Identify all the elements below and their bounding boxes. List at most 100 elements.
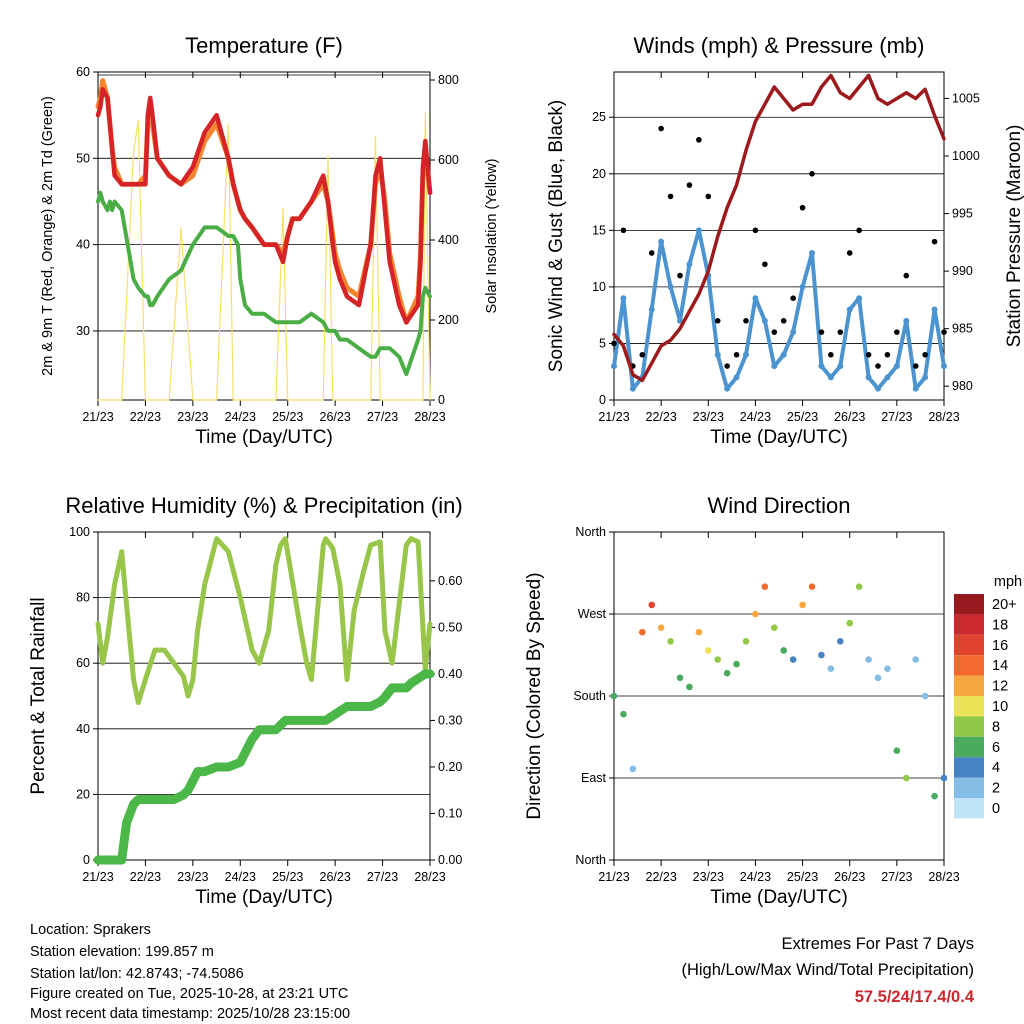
relative-humidity-line: [95, 536, 433, 706]
extremes-title: Extremes For Past 7 Days: [781, 935, 974, 953]
dir-ytick-label: South: [573, 689, 606, 703]
gust-point: [696, 137, 702, 143]
gust-point: [724, 363, 730, 369]
speed-legend-label: 10: [992, 699, 1008, 715]
gust-point: [667, 193, 674, 200]
direction-point: [855, 583, 863, 590]
direction-point: [686, 683, 693, 691]
dir-ytick-label: North: [575, 853, 606, 867]
speed-legend-swatch: [954, 614, 984, 635]
direction-point: [620, 710, 627, 718]
gust-point: [837, 329, 844, 335]
sonic-wind-point: [761, 317, 768, 324]
speed-legend-label: 20+: [992, 597, 1017, 613]
speed-legend-label: 8: [992, 719, 1000, 735]
rh-ytick-label: 60: [76, 656, 90, 670]
gust-point: [875, 363, 881, 369]
rh-ylabel: Percent & Total Rainfall: [28, 597, 49, 794]
wind-y2label: Station Pressure (Maroon): [1004, 125, 1024, 348]
temp-title: Temperature (F): [185, 33, 343, 58]
sonic-wind-point: [846, 306, 853, 313]
sonic-wind-point: [922, 374, 929, 381]
direction-point: [884, 665, 891, 672]
gust-point: [686, 182, 693, 188]
gust-point: [818, 329, 825, 335]
dir-xtick-label: 28/23: [928, 870, 959, 884]
direction-point: [704, 647, 712, 654]
wind-ytick-label: 20: [592, 167, 606, 181]
gust-point: [611, 340, 617, 347]
wind-ytick-label: 15: [592, 223, 606, 237]
speed-legend-swatch: [954, 696, 984, 717]
wind-frame: [613, 71, 945, 401]
speed-legend-swatch: [954, 675, 984, 696]
direction-point: [874, 674, 882, 682]
dir-title: Wind Direction: [707, 493, 850, 518]
station-latlon: Station lat/lon: 42.8743; -74.5086: [30, 966, 244, 982]
sonic-wind-point: [780, 351, 787, 358]
speed-legend-title: mph: [994, 574, 1022, 590]
speed-legend-swatch: [954, 716, 984, 737]
gust-point: [639, 351, 646, 358]
sonic-wind-point: [837, 363, 844, 370]
station-elevation: Station elevation: 199.857 m: [30, 944, 214, 960]
rh-xtick-label: 26/23: [320, 870, 351, 884]
gust-point: [799, 204, 806, 211]
temp-y2tick-label: 600: [438, 153, 459, 167]
speed-legend-swatch: [954, 655, 984, 676]
temp-ytick-label: 40: [76, 238, 90, 252]
wind-xtick-label: 28/23: [928, 410, 959, 424]
gust-point: [894, 329, 900, 335]
sonic-wind-point: [648, 306, 655, 313]
gust-point: [912, 363, 919, 369]
solar-insolation-line: [97, 111, 431, 401]
rh-xlabel: Time (Day/UTC): [195, 887, 333, 908]
dir-panel: North East South West North 21/23 22/23 23/23 24…: [573, 493, 959, 908]
direction-point: [733, 660, 740, 668]
rh-ytick-label: 80: [76, 591, 90, 605]
dir-ytick-label: North: [575, 525, 606, 539]
temp-xtick-label: 21/23: [82, 410, 113, 424]
sonic-wind-point: [865, 374, 872, 381]
wind-ytick-label: 25: [592, 110, 606, 124]
speed-legend-swatch: [954, 594, 984, 615]
wind-y2tick-label: 995: [952, 207, 973, 221]
rh-xtick-label: 22/23: [130, 870, 161, 884]
gust-point: [762, 261, 768, 268]
gust-point: [733, 351, 740, 358]
speed-legend: mph 20+ 18 16 14 12 10 8 6 4 2 0: [954, 574, 1022, 819]
direction-point: [940, 774, 948, 782]
temp-ylabel: 2m & 9m T (Red, Orange) & 2m Td (Green): [40, 96, 56, 376]
speed-legend-label: 14: [992, 658, 1008, 674]
temp-xtick-label: 23/23: [177, 410, 208, 424]
sonic-wind-point: [620, 295, 627, 302]
sonic-wind-point: [809, 249, 815, 256]
wind-panel: 0 5 10 15 20 25 980 985 990 995 1000 1005 21/23 22/23…: [592, 33, 980, 448]
speed-legend-label: 12: [992, 679, 1008, 695]
temp-xtick-label: 22/23: [130, 410, 161, 424]
direction-point: [818, 651, 825, 659]
dir-xtick-label: 24/23: [740, 870, 771, 884]
wind-title: Winds (mph) & Pressure (mb): [634, 33, 925, 58]
temp-ytick-label: 50: [76, 151, 90, 165]
sonic-wind-point: [799, 283, 806, 290]
temp-xtick-label: 27/23: [367, 410, 398, 424]
sonic-wind-point: [912, 385, 919, 392]
dewpoint-2m-line: [96, 190, 432, 377]
gust-point: [931, 238, 938, 245]
direction-point: [780, 647, 788, 654]
sonic-wind-point: [658, 238, 665, 245]
speed-legend-swatch: [954, 757, 984, 778]
dir-xtick-label: 26/23: [834, 870, 865, 884]
direction-point: [836, 638, 844, 645]
gust-point: [809, 170, 815, 177]
temp-xtick-label: 24/23: [225, 410, 256, 424]
sonic-wind-point: [941, 363, 947, 370]
wind-xtick-label: 25/23: [787, 410, 818, 424]
rh-y2tick-label: 0.30: [438, 713, 462, 727]
dir-xtick-label: 27/23: [881, 870, 912, 884]
speed-legend-swatch: [954, 798, 984, 819]
speed-legend-label: 2: [992, 781, 1000, 797]
speed-legend-label: 0: [992, 801, 1000, 817]
extremes-values: 57.5/24/17.4/0.4: [854, 988, 974, 1006]
